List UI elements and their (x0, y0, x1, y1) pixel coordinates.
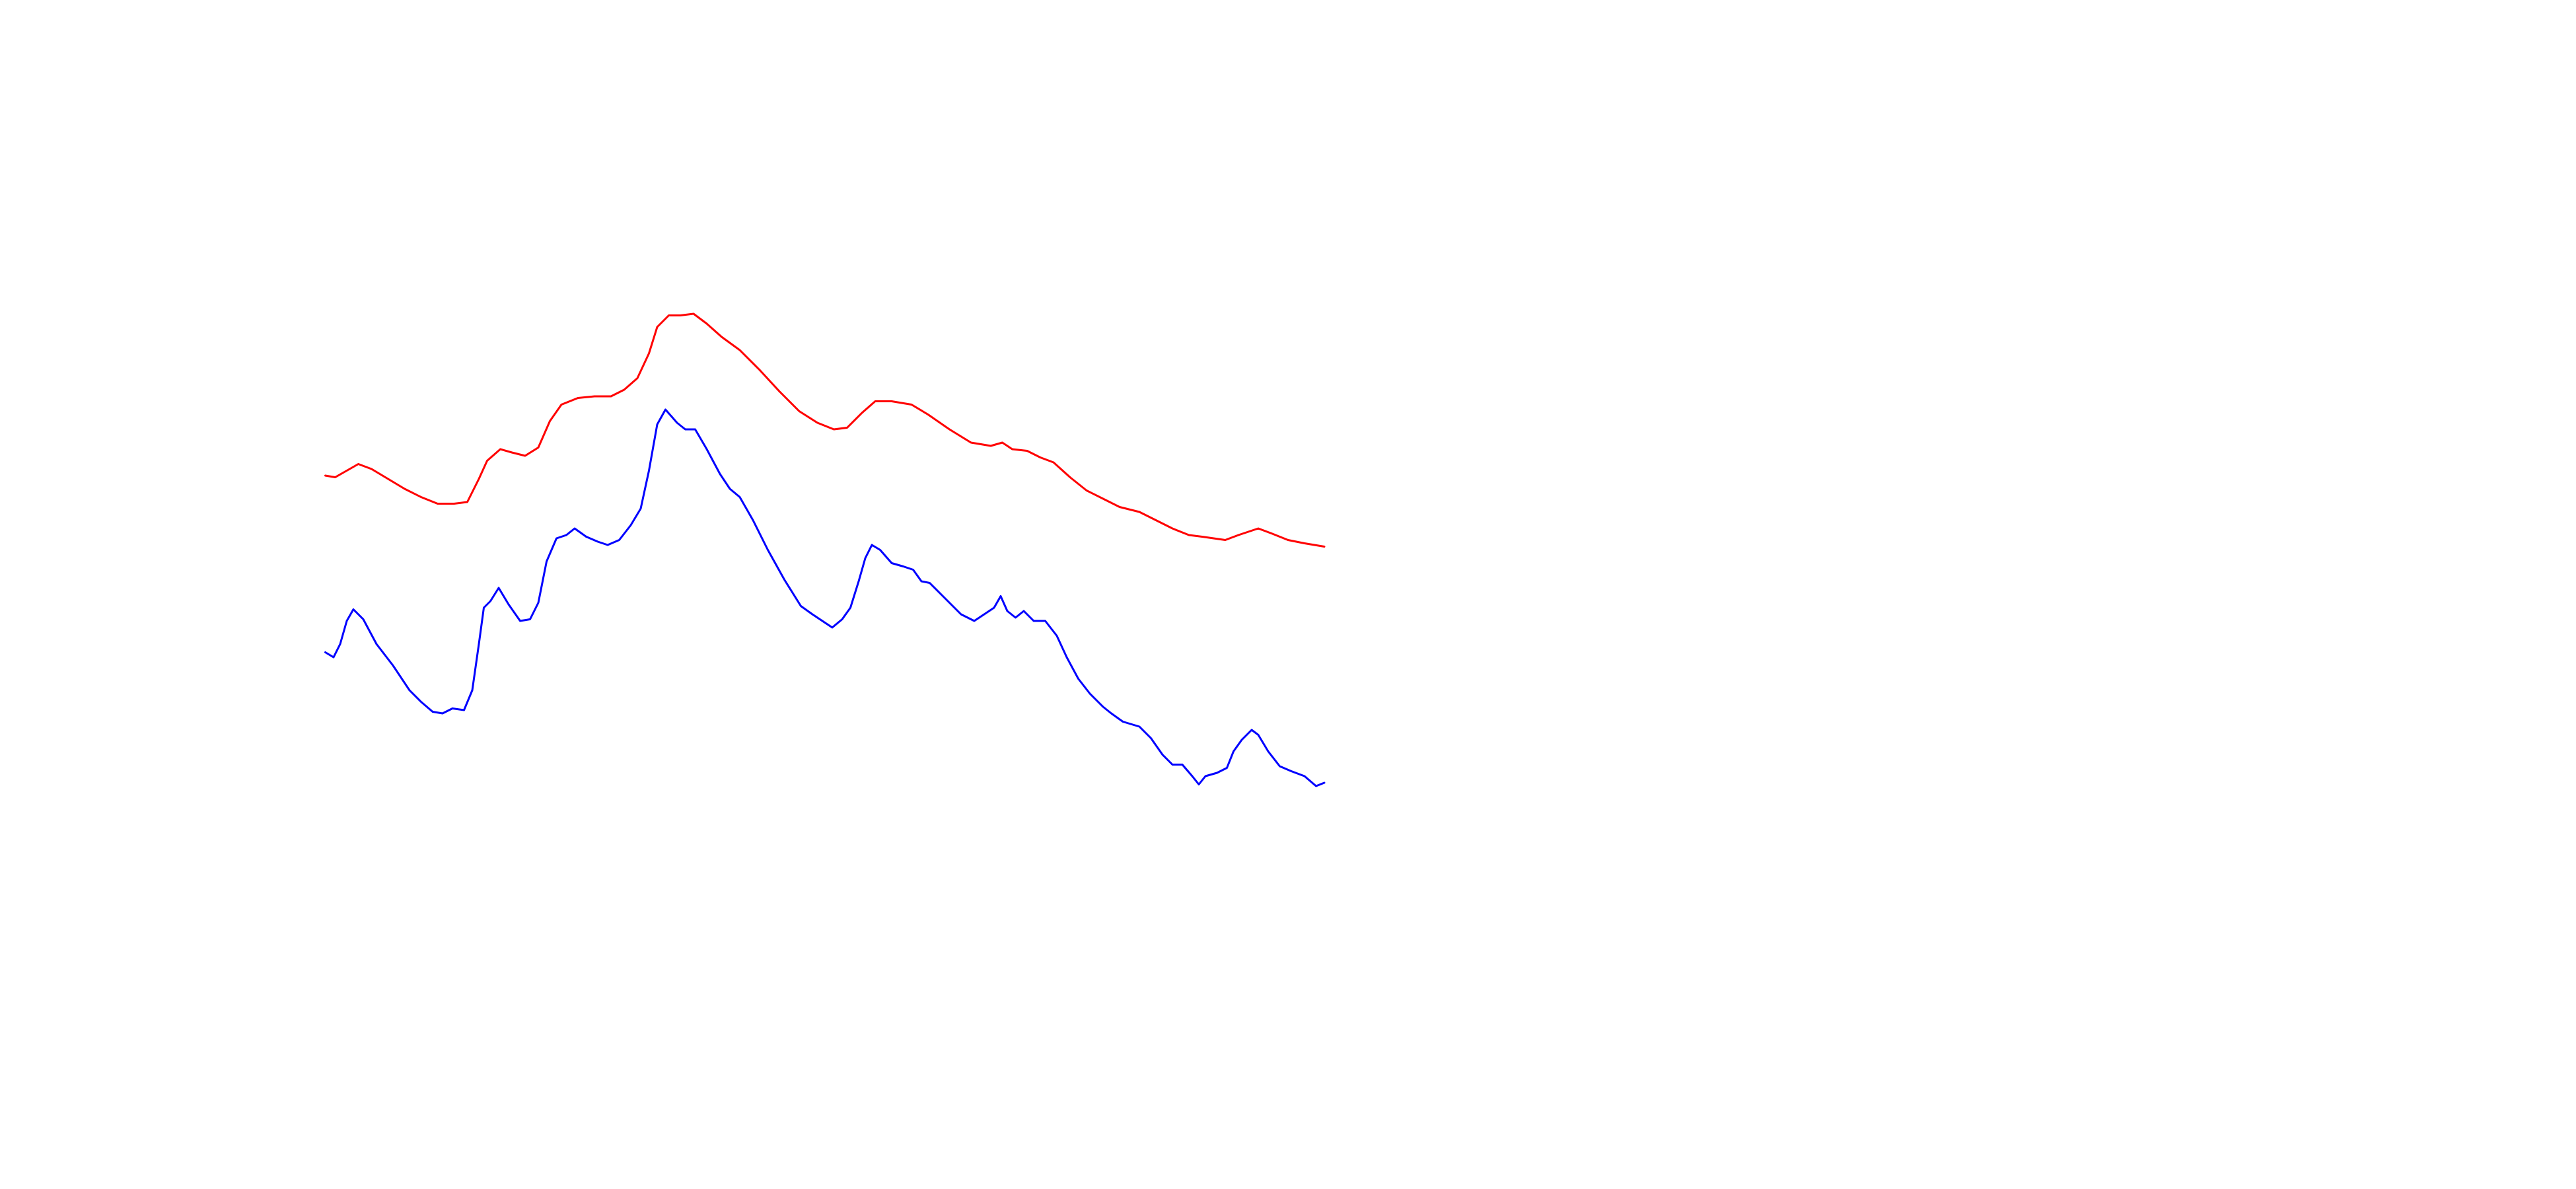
line-series (324, 408, 1326, 787)
line-series (324, 312, 1326, 548)
